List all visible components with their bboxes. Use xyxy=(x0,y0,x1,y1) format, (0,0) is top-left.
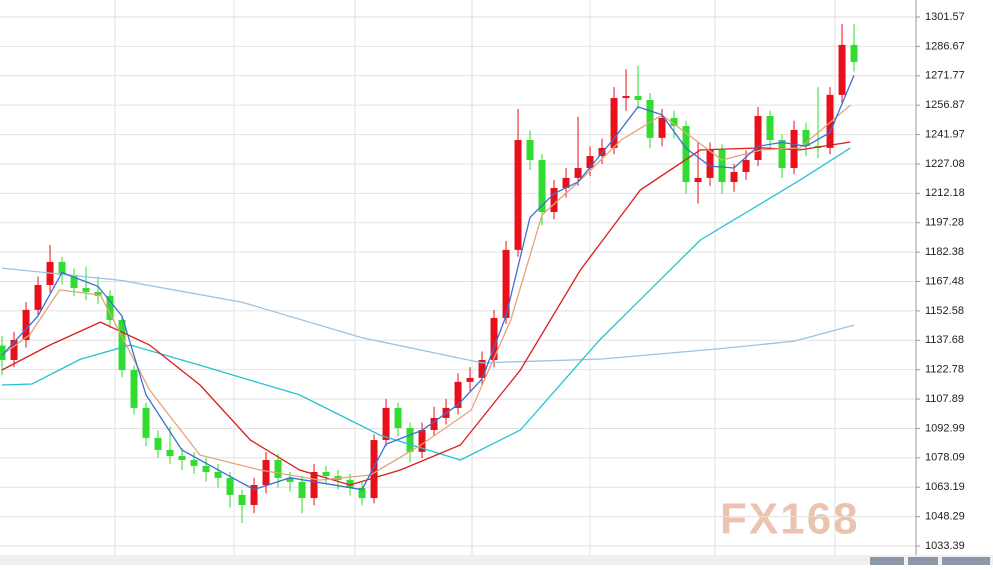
y-tick-label: 1182.38 xyxy=(925,246,964,258)
y-tick-label: 1048.29 xyxy=(925,511,965,523)
candle-body xyxy=(0,345,6,360)
candle-body xyxy=(418,429,426,452)
y-tick-label: 1063.19 xyxy=(925,481,965,493)
candle-body xyxy=(550,187,558,213)
candle-body xyxy=(70,274,78,288)
scrollbar[interactable] xyxy=(0,555,993,565)
y-tick-label: 1286.67 xyxy=(925,40,965,52)
candle-body xyxy=(622,96,630,99)
candle-body xyxy=(742,159,750,172)
y-tick-label: 1301.57 xyxy=(925,11,965,23)
y-tick-label: 1197.28 xyxy=(925,217,964,229)
candle-body xyxy=(298,481,306,499)
candle-body xyxy=(262,459,270,486)
candle-body xyxy=(178,456,186,460)
y-tick-label: 1241.97 xyxy=(925,128,965,140)
moving-average-line xyxy=(1,267,855,364)
candle-body xyxy=(802,129,810,146)
candle-body xyxy=(214,472,222,478)
candle-body xyxy=(562,177,570,188)
candle-body xyxy=(238,494,246,505)
candle-body xyxy=(634,96,642,100)
y-tick-label: 1152.58 xyxy=(925,305,964,317)
moving-average-line xyxy=(1,75,855,491)
candle-body xyxy=(166,449,174,457)
candle-body xyxy=(358,487,366,499)
candle-body xyxy=(850,44,858,62)
watermark: FX168 xyxy=(720,495,860,544)
candle-body xyxy=(490,317,498,360)
y-tick-label: 1078.09 xyxy=(925,452,965,464)
scroll-button[interactable] xyxy=(942,557,990,565)
candle-body xyxy=(766,115,774,141)
candle-body xyxy=(286,477,294,482)
candle-body xyxy=(730,171,738,183)
candle-body xyxy=(202,465,210,473)
candle-body xyxy=(586,156,594,169)
candle-body xyxy=(754,115,762,160)
candle-body xyxy=(118,319,126,371)
y-tick-label: 1167.48 xyxy=(925,275,964,287)
candle-body xyxy=(82,287,90,292)
scroll-button[interactable] xyxy=(870,557,904,565)
moving-average-line xyxy=(1,104,851,481)
plot: 1301.57 1286.67 1271.77 1256.87 1241.97 1227.… xyxy=(0,11,965,552)
candle-body xyxy=(394,407,402,429)
candle-body xyxy=(190,459,198,466)
candle-body xyxy=(310,472,318,499)
scroll-button[interactable] xyxy=(908,557,938,565)
candle-body xyxy=(694,177,702,183)
y-tick-label: 1122.78 xyxy=(925,364,964,376)
candle-body xyxy=(718,149,726,183)
candle-body xyxy=(538,159,546,213)
candle-body xyxy=(454,381,462,408)
candle-body xyxy=(838,44,846,95)
candle-body xyxy=(826,94,834,148)
candle-body xyxy=(658,117,666,138)
candle-body xyxy=(646,99,654,138)
vertical-grid xyxy=(114,0,836,555)
candle-body xyxy=(34,285,42,310)
moving-average-line xyxy=(1,147,851,461)
candle-body xyxy=(142,407,150,438)
candle-body xyxy=(502,249,510,318)
moving-average-line xyxy=(1,141,851,486)
candle-body xyxy=(514,140,522,250)
candle-body xyxy=(778,140,786,169)
y-tick-label: 1137.68 xyxy=(925,334,964,346)
candle-body xyxy=(22,309,30,341)
y-tick-label: 1092.99 xyxy=(925,422,965,434)
candle-body xyxy=(574,168,582,178)
candle-body xyxy=(322,472,330,476)
y-tick-label: 1033.39 xyxy=(925,540,965,552)
y-tick-label: 1227.08 xyxy=(925,158,965,170)
candle-body xyxy=(370,440,378,499)
y-tick-label: 1271.77 xyxy=(925,70,965,82)
candle-body xyxy=(250,485,258,505)
candle-body xyxy=(10,340,18,360)
candle-body xyxy=(478,359,486,378)
candle-body xyxy=(610,98,618,148)
candle-body xyxy=(226,477,234,495)
candle-body xyxy=(430,417,438,430)
candle-body xyxy=(274,459,282,478)
y-tick-label: 1212.18 xyxy=(925,187,965,199)
candle-body xyxy=(706,149,714,178)
candle-body xyxy=(382,407,390,441)
candle-body xyxy=(466,377,474,382)
candle-body xyxy=(526,140,534,160)
candle-body xyxy=(130,370,138,408)
candle-body xyxy=(682,126,690,183)
candle-body xyxy=(106,295,114,320)
y-tick-label: 1107.89 xyxy=(925,393,964,405)
candle-body xyxy=(94,291,102,296)
y-tick-label: 1256.87 xyxy=(925,99,965,111)
candle-body xyxy=(58,261,66,275)
candle-body xyxy=(406,428,414,452)
candle-body xyxy=(154,437,162,450)
candle-body xyxy=(670,117,678,127)
candle-body xyxy=(346,479,354,488)
